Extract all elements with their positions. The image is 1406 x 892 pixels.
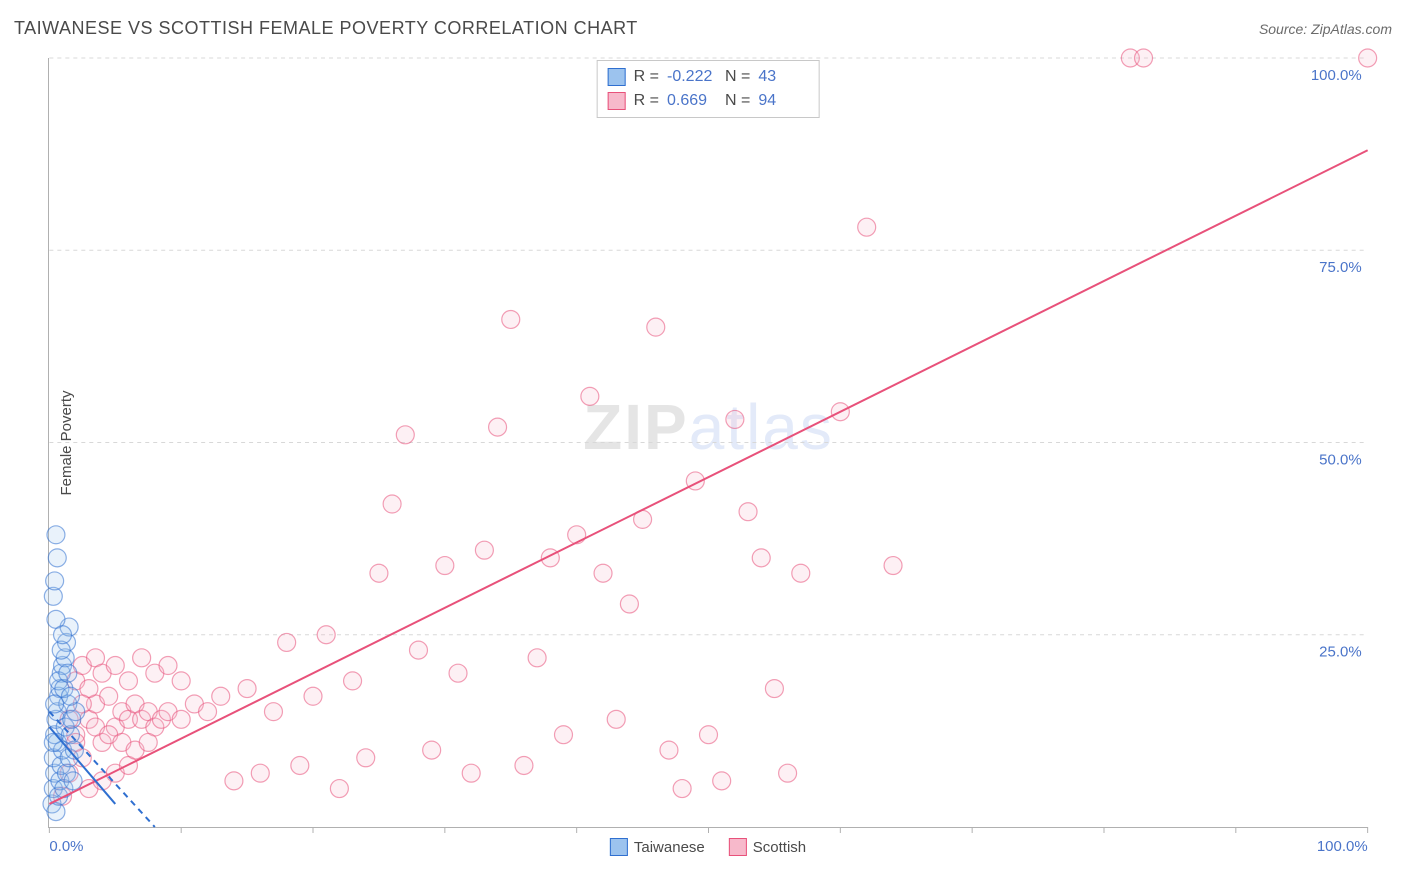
taiwanese-point xyxy=(59,664,77,682)
scottish-point xyxy=(475,541,493,559)
scottish-point xyxy=(317,626,335,644)
plot-svg: 25.0%50.0%75.0%100.0%0.0%100.0% xyxy=(49,58,1368,827)
scottish-point xyxy=(225,772,243,790)
scottish-point xyxy=(647,318,665,336)
R-value-taiwanese: -0.222 xyxy=(667,65,717,89)
scottish-point xyxy=(620,595,638,613)
scottish-point xyxy=(344,672,362,690)
scottish-point xyxy=(330,780,348,798)
scottish-point xyxy=(396,426,414,444)
scottish-point xyxy=(172,672,190,690)
swatch-taiwanese xyxy=(608,68,626,86)
scottish-point xyxy=(713,772,731,790)
scottish-point xyxy=(581,387,599,405)
swatch-taiwanese xyxy=(610,838,628,856)
scottish-point xyxy=(1135,49,1153,67)
taiwanese-point xyxy=(61,687,79,705)
N-value-scottish: 94 xyxy=(758,89,808,113)
y-tick-label: 75.0% xyxy=(1319,259,1361,276)
scottish-point xyxy=(700,726,718,744)
scottish-point xyxy=(278,633,296,651)
scottish-point xyxy=(858,218,876,236)
swatch-scottish xyxy=(729,838,747,856)
swatch-scottish xyxy=(608,92,626,110)
plot-box: ZIPatlas 25.0%50.0%75.0%100.0%0.0%100.0% xyxy=(48,58,1368,828)
scottish-point xyxy=(423,741,441,759)
scottish-point xyxy=(528,649,546,667)
scottish-point xyxy=(449,664,467,682)
scottish-point xyxy=(1359,49,1377,67)
scottish-point xyxy=(357,749,375,767)
scottish-point xyxy=(792,564,810,582)
chart-area: Female Poverty ZIPatlas 25.0%50.0%75.0%1… xyxy=(48,58,1368,828)
scottish-point xyxy=(106,657,124,675)
legend-item-taiwanese: Taiwanese xyxy=(610,838,705,856)
source-label: Source: ZipAtlas.com xyxy=(1259,21,1392,37)
taiwanese-point xyxy=(54,626,72,644)
y-tick-label: 100.0% xyxy=(1311,67,1362,84)
scottish-point xyxy=(304,687,322,705)
x-tick-label: 100.0% xyxy=(1317,838,1368,855)
series-legend: Taiwanese Scottish xyxy=(610,838,806,856)
scottish-point xyxy=(660,741,678,759)
scottish-point xyxy=(238,680,256,698)
scottish-point xyxy=(251,764,269,782)
scottish-point xyxy=(462,764,480,782)
y-tick-label: 25.0% xyxy=(1319,644,1361,661)
R-label: R = xyxy=(634,89,659,113)
scottish-point xyxy=(594,564,612,582)
legend-row-scottish: R = 0.669 N = 94 xyxy=(608,89,809,113)
legend-label-scottish: Scottish xyxy=(753,839,806,856)
scottish-point xyxy=(502,310,520,328)
taiwanese-point xyxy=(44,733,62,751)
scottish-point xyxy=(779,764,797,782)
scottish-point xyxy=(739,503,757,521)
scottish-point xyxy=(673,780,691,798)
scottish-point xyxy=(555,726,573,744)
taiwanese-point xyxy=(47,526,65,544)
scottish-point xyxy=(884,557,902,575)
scottish-point xyxy=(119,672,137,690)
N-label: N = xyxy=(725,65,750,89)
x-tick-label: 0.0% xyxy=(49,838,83,855)
N-label: N = xyxy=(725,89,750,113)
legend-label-taiwanese: Taiwanese xyxy=(634,839,705,856)
scottish-point xyxy=(383,495,401,513)
scottish-point xyxy=(159,657,177,675)
R-label: R = xyxy=(634,65,659,89)
scottish-point xyxy=(370,564,388,582)
chart-title: TAIWANESE VS SCOTTISH FEMALE POVERTY COR… xyxy=(14,18,638,39)
scottish-point xyxy=(765,680,783,698)
legend-item-scottish: Scottish xyxy=(729,838,806,856)
scottish-point xyxy=(607,710,625,728)
N-value-taiwanese: 43 xyxy=(758,65,808,89)
taiwanese-point xyxy=(48,549,66,567)
scottish-point xyxy=(515,756,533,774)
correlation-legend: R = -0.222 N = 43 R = 0.669 N = 94 xyxy=(597,60,820,118)
y-tick-label: 50.0% xyxy=(1319,451,1361,468)
scottish-point xyxy=(409,641,427,659)
scottish-point xyxy=(172,710,190,728)
scottish-point xyxy=(291,756,309,774)
scottish-point xyxy=(133,649,151,667)
scottish-point xyxy=(264,703,282,721)
scottish-point xyxy=(568,526,586,544)
scottish-trend xyxy=(49,150,1367,804)
scottish-point xyxy=(212,687,230,705)
R-value-scottish: 0.669 xyxy=(667,89,717,113)
scottish-point xyxy=(436,557,454,575)
taiwanese-point xyxy=(64,772,82,790)
legend-row-taiwanese: R = -0.222 N = 43 xyxy=(608,65,809,89)
scottish-point xyxy=(199,703,217,721)
taiwanese-point xyxy=(46,572,64,590)
scottish-point xyxy=(139,733,157,751)
scottish-point xyxy=(726,410,744,428)
scottish-point xyxy=(489,418,507,436)
scottish-point xyxy=(752,549,770,567)
scottish-point xyxy=(100,687,118,705)
